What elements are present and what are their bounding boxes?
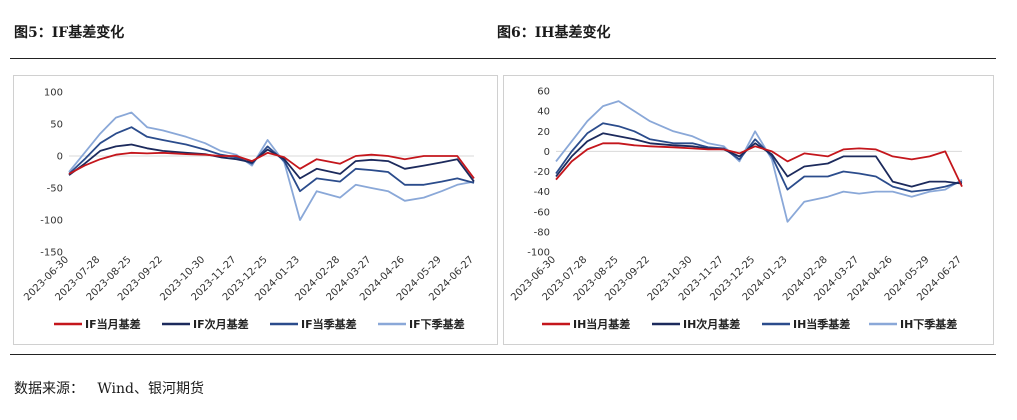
source-text: Wind、银河期货 xyxy=(97,381,204,397)
y-tick-label: 0 xyxy=(544,147,550,158)
ih-basis-chart: 6040200-20-40-60-80-1002023-06-302023-07… xyxy=(509,87,964,332)
legend-label: IH下季基差 xyxy=(900,317,957,331)
source-label: 数据来源： xyxy=(14,381,84,397)
y-tick-label: -100 xyxy=(40,216,63,227)
y-tick-label: -150 xyxy=(40,248,63,259)
series-line-4 xyxy=(68,111,475,221)
y-tick-label: 50 xyxy=(50,120,63,131)
bottom-divider xyxy=(10,354,996,355)
chart-title-if: 图5：IF基差变化 xyxy=(14,25,125,41)
if-chart-panel: 100 50 0 -50 -100 -150 2023-06-30 2023-07-28 202… xyxy=(13,75,498,345)
y-tick-label: -50 xyxy=(47,184,63,195)
series-line-2 xyxy=(555,132,963,188)
if-basis-chart: 100500-50-100-1502023-06-302023-07-28202… xyxy=(22,88,476,332)
y-tick-label: -60 xyxy=(534,207,550,218)
series-line-1 xyxy=(555,142,963,187)
y-tick-label: 40 xyxy=(537,107,550,118)
legend-label: IH当季基差 xyxy=(793,317,850,331)
legend-label: IF下季基差 xyxy=(409,317,465,331)
chart-title-ih: 图6：IH基差变化 xyxy=(497,25,611,41)
legend-label: IF当季基差 xyxy=(301,317,357,331)
source-note: 数据来源： Wind、银河期货 xyxy=(14,378,204,398)
y-tick-label: 20 xyxy=(537,127,550,138)
top-divider xyxy=(10,58,996,59)
legend-label: IH次月基差 xyxy=(683,317,740,331)
legend-label: IH当月基差 xyxy=(573,317,630,331)
y-tick-label: -20 xyxy=(534,167,550,178)
y-tick-label: -80 xyxy=(534,227,550,238)
y-tick-label: 0 xyxy=(57,152,63,163)
legend-label: IF当月基差 xyxy=(85,317,141,331)
series-line-3 xyxy=(68,126,475,193)
y-tick-label: -100 xyxy=(527,248,550,259)
ih-chart-panel: 60 40 20 0 -20 -40 -60 -80 -100 2023-06-30 2023-07… xyxy=(503,75,994,345)
series-line-4 xyxy=(555,100,963,223)
legend-label: IF次月基差 xyxy=(193,317,249,331)
y-tick-label: 60 xyxy=(537,87,550,98)
series-line-1 xyxy=(68,151,475,179)
y-tick-label: -40 xyxy=(534,187,550,198)
series-line-3 xyxy=(555,122,963,193)
series-line-2 xyxy=(68,143,475,183)
y-tick-label: 100 xyxy=(44,88,63,99)
